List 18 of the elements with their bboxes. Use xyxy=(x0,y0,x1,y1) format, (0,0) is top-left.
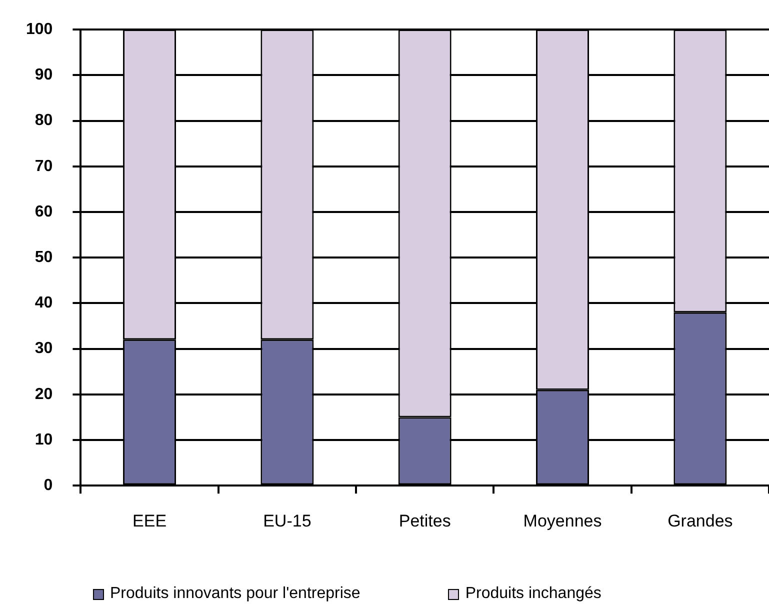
x-tick-label: Moyennes xyxy=(523,511,602,530)
legend-label: Produits inchangés xyxy=(465,585,602,603)
y-tick-label: 50 xyxy=(34,249,53,266)
y-tick-label: 60 xyxy=(34,203,53,220)
y-tick-label: 30 xyxy=(34,340,53,358)
y-tick-label: 0 xyxy=(44,477,53,494)
x-tick-label: EEE xyxy=(132,511,167,530)
legend-label: Produits innovants pour l'entreprise xyxy=(110,585,360,603)
y-tick-label: 20 xyxy=(34,386,53,403)
y-tick-label: 100 xyxy=(26,21,53,38)
y-tick-label: 70 xyxy=(34,158,53,175)
x-tick-label: Petites xyxy=(398,511,451,530)
x-tick-label: Grandes xyxy=(668,511,733,530)
y-tick-label: 10 xyxy=(34,431,53,448)
y-tick-label: 40 xyxy=(34,294,53,312)
x-tick-label: EU-15 xyxy=(263,511,312,530)
y-tick-label: 80 xyxy=(34,112,53,130)
y-tick-label: 90 xyxy=(34,66,53,84)
